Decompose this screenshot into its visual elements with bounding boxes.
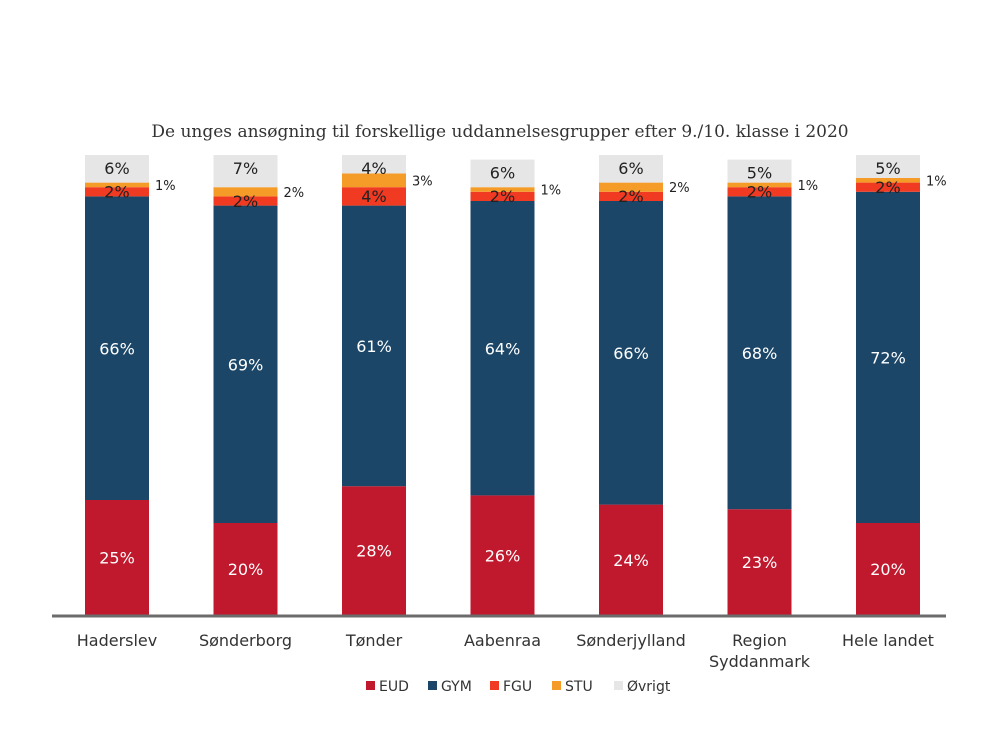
data-label-øvrigt: 5% <box>747 164 772 183</box>
data-label-stu: 1% <box>798 179 819 194</box>
bar-segment-fgu <box>599 191 663 201</box>
bar-segment-eud <box>85 500 149 615</box>
bar-segment-øvrigt <box>85 155 149 183</box>
bar-segment-gym <box>856 191 920 524</box>
bar-segment-stu <box>856 178 920 183</box>
data-label-stu: 1% <box>541 184 562 199</box>
bar-segment-fgu <box>213 196 278 206</box>
data-label-eud: 20% <box>870 560 906 579</box>
legend-swatch-stu <box>552 681 561 690</box>
bar-segment-øvrigt <box>856 155 920 178</box>
bar-segment-eud <box>856 523 920 615</box>
data-label-øvrigt: 4% <box>361 159 386 178</box>
legend-label-øvrigt: Øvrigt <box>627 679 671 695</box>
legend-label-eud: EUD <box>379 679 409 695</box>
legend-swatch-fgu <box>490 681 499 690</box>
category-label: Syddanmark <box>709 652 811 671</box>
data-label-eud: 26% <box>485 546 521 565</box>
data-label-gym: 61% <box>356 337 392 356</box>
bar-segment-stu <box>342 173 406 188</box>
data-label-gym: 68% <box>742 344 778 363</box>
bar-segment-øvrigt <box>342 155 406 174</box>
data-label-stu: 2% <box>284 186 305 201</box>
data-label-eud: 28% <box>356 542 392 561</box>
data-label-fgu: 2% <box>104 183 129 202</box>
bar-segment-eud <box>599 504 663 615</box>
bar-segment-fgu <box>727 187 792 197</box>
data-label-øvrigt: 6% <box>490 164 515 183</box>
data-label-fgu: 2% <box>875 178 900 197</box>
category-label: Haderslev <box>77 631 158 650</box>
legend-swatch-gym <box>428 681 437 690</box>
bar-segment-eud <box>727 509 792 615</box>
data-label-fgu: 2% <box>747 183 772 202</box>
bar-segment-gym <box>470 201 535 496</box>
data-label-øvrigt: 6% <box>104 159 129 178</box>
bar-segment-øvrigt <box>213 155 278 188</box>
bar-segment-stu <box>85 182 149 188</box>
data-label-fgu: 4% <box>361 187 386 206</box>
bar-segment-eud <box>342 486 406 615</box>
data-label-gym: 66% <box>99 339 135 358</box>
bar-segment-eud <box>470 495 535 615</box>
data-labels-group: 25% 66% 2% 1% 6% 20% 69% 2% 2% 7% 28% 61% 4% 3% 4% 26% 6… <box>99 159 946 579</box>
category-label: Sønderborg <box>199 631 292 650</box>
data-label-eud: 23% <box>742 553 778 572</box>
bars-group <box>85 155 920 615</box>
bar-segment-eud <box>213 523 278 615</box>
data-label-fgu: 2% <box>618 187 643 206</box>
bar-segment-stu <box>213 187 278 197</box>
data-label-øvrigt: 6% <box>618 159 643 178</box>
bar-segment-fgu <box>342 187 406 206</box>
bar-segment-fgu <box>470 191 535 201</box>
data-label-fgu: 2% <box>233 192 258 211</box>
data-label-gym: 69% <box>228 355 264 374</box>
data-label-eud: 24% <box>613 551 649 570</box>
data-label-øvrigt: 7% <box>233 159 258 178</box>
chart-title: De unges ansøgning til forskellige uddan… <box>151 122 848 142</box>
bar-segment-gym <box>342 205 406 487</box>
data-label-eud: 25% <box>99 549 135 568</box>
category-labels-group: Haderslev Sønderborg Tønder Aabenraa Sønderj… <box>77 631 934 671</box>
category-label: Hele landet <box>842 631 934 650</box>
bar-segment-gym <box>213 205 278 523</box>
bar-segment-øvrigt <box>727 159 792 183</box>
bar-segment-fgu <box>85 187 149 197</box>
legend-label-fgu: FGU <box>503 679 532 695</box>
category-label: Region <box>732 631 787 650</box>
data-label-gym: 72% <box>870 349 906 368</box>
legend-label-stu: STU <box>565 679 593 695</box>
bar-segment-øvrigt <box>599 155 663 183</box>
bar-segment-fgu <box>856 182 920 192</box>
data-label-stu: 1% <box>155 179 176 194</box>
data-label-stu: 1% <box>926 174 947 189</box>
legend: EUD GYM FGU STU Øvrigt <box>366 679 671 695</box>
legend-label-gym: GYM <box>441 679 472 695</box>
data-label-stu: 2% <box>669 181 690 196</box>
data-label-gym: 66% <box>613 344 649 363</box>
bar-segment-øvrigt <box>470 159 535 188</box>
bar-segment-gym <box>599 201 663 505</box>
category-label: Sønderjylland <box>576 631 686 650</box>
data-label-eud: 20% <box>228 560 264 579</box>
bar-segment-gym <box>727 196 792 510</box>
data-label-gym: 64% <box>485 339 521 358</box>
bar-segment-stu <box>470 187 535 192</box>
bar-segment-stu <box>599 182 663 192</box>
legend-swatch-øvrigt <box>614 681 623 690</box>
data-label-øvrigt: 5% <box>875 159 900 178</box>
bar-segment-stu <box>727 182 792 188</box>
category-label: Tønder <box>345 631 403 650</box>
data-label-stu: 3% <box>412 174 433 189</box>
category-label: Aabenraa <box>464 631 541 650</box>
data-label-fgu: 2% <box>490 187 515 206</box>
legend-swatch-eud <box>366 681 375 690</box>
bar-segment-gym <box>85 196 149 500</box>
